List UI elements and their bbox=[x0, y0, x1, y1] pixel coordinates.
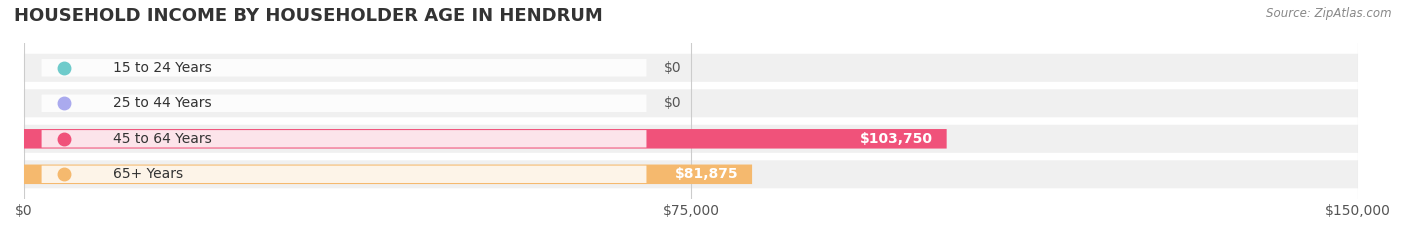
FancyBboxPatch shape bbox=[42, 130, 647, 147]
Text: Source: ZipAtlas.com: Source: ZipAtlas.com bbox=[1267, 7, 1392, 20]
Text: HOUSEHOLD INCOME BY HOUSEHOLDER AGE IN HENDRUM: HOUSEHOLD INCOME BY HOUSEHOLDER AGE IN H… bbox=[14, 7, 603, 25]
Text: 45 to 64 Years: 45 to 64 Years bbox=[112, 132, 211, 146]
FancyBboxPatch shape bbox=[24, 129, 946, 149]
FancyBboxPatch shape bbox=[24, 125, 1358, 153]
FancyBboxPatch shape bbox=[24, 89, 1358, 117]
Text: $103,750: $103,750 bbox=[860, 132, 934, 146]
FancyBboxPatch shape bbox=[24, 164, 752, 184]
FancyBboxPatch shape bbox=[24, 160, 1358, 188]
FancyBboxPatch shape bbox=[42, 95, 647, 112]
Text: $0: $0 bbox=[664, 61, 682, 75]
FancyBboxPatch shape bbox=[42, 59, 647, 76]
Text: 65+ Years: 65+ Years bbox=[112, 167, 183, 181]
Text: $81,875: $81,875 bbox=[675, 167, 738, 181]
Text: $0: $0 bbox=[664, 96, 682, 110]
FancyBboxPatch shape bbox=[24, 54, 1358, 82]
FancyBboxPatch shape bbox=[42, 166, 647, 183]
Text: 15 to 24 Years: 15 to 24 Years bbox=[112, 61, 211, 75]
Text: 25 to 44 Years: 25 to 44 Years bbox=[112, 96, 211, 110]
